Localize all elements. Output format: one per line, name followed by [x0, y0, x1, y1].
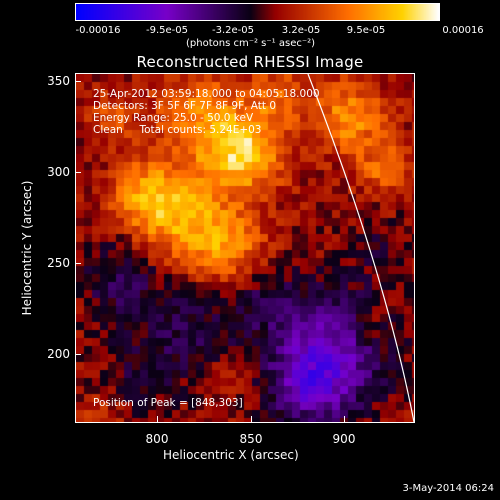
colorbar-unit-label: (photons cm⁻² s⁻¹ asec⁻²) — [186, 38, 316, 49]
timestamp: 3-May-2014 06:24 — [402, 483, 494, 494]
x-tick-label: 900 — [332, 432, 356, 446]
colorbar-tick: -3.2e-05 — [212, 25, 254, 36]
method-counts-text: Clean Total counts: 5.24E+03 — [93, 124, 262, 136]
colorbar-tick: 3.2e-05 — [281, 25, 321, 36]
y-tick-label: 250 — [47, 256, 70, 270]
plot-area — [75, 73, 415, 423]
colorbar-tick: -9.5e-05 — [146, 25, 188, 36]
colorbar-tick: 9.5e-05 — [346, 25, 386, 36]
plot-title: Reconstructed RHESSI Image — [136, 53, 364, 71]
solar-limb-curve — [307, 74, 414, 422]
energy-range-text: Energy Range: 25.0 - 50.0 keV — [93, 112, 254, 124]
colorbar-tick: 0.00016 — [442, 25, 484, 36]
y-tick-label: 300 — [47, 165, 70, 179]
y-tick-label: 350 — [47, 74, 70, 88]
heatmap-image — [76, 74, 414, 422]
time-range-text: 25-Apr-2012 03:59:18.000 to 04:05:18.000 — [93, 88, 320, 100]
x-tick-label: 800 — [145, 432, 169, 446]
peak-position-text: Position of Peak = [848,303] — [93, 397, 243, 409]
colorbar-tick: -0.00016 — [75, 25, 121, 36]
y-tick-label: 200 — [47, 347, 70, 361]
y-axis-label: Heliocentric Y (arcsec) — [20, 180, 34, 316]
x-axis-label: Heliocentric X (arcsec) — [163, 448, 299, 462]
solar-limb-overlay — [307, 74, 414, 422]
colorbar — [75, 3, 440, 21]
detectors-text: Detectors: 3F 5F 6F 7F 8F 9F, Att 0 — [93, 100, 277, 112]
x-tick-label: 850 — [239, 432, 263, 446]
